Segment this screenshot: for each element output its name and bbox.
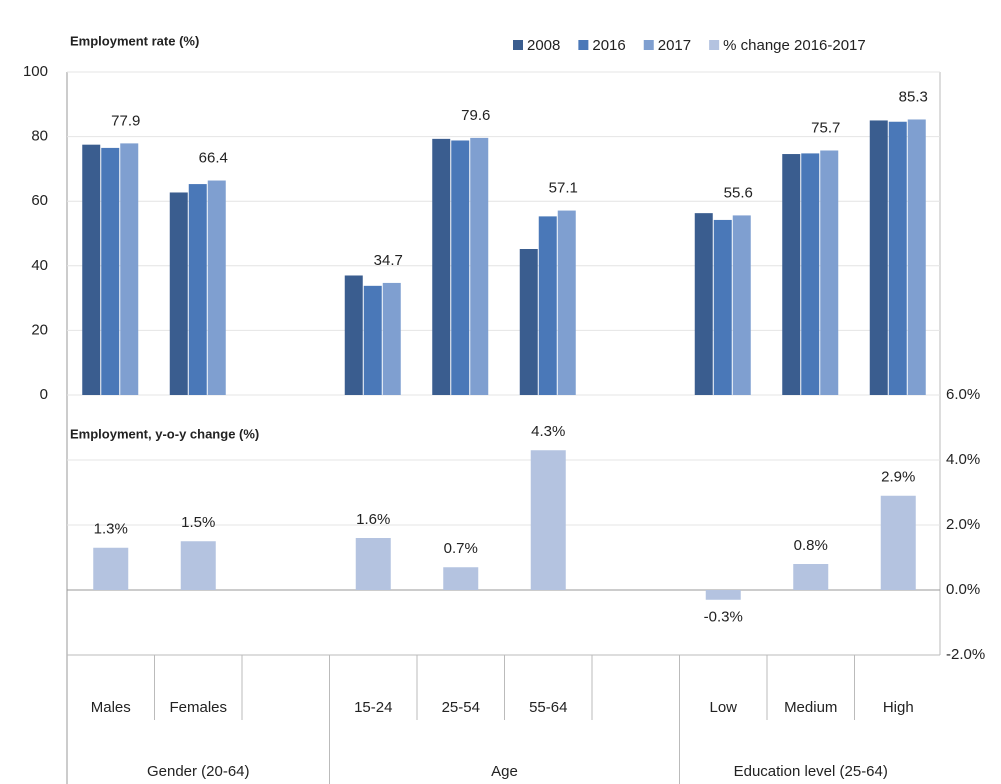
- data-label: 34.7: [374, 252, 403, 269]
- chart-title: Employment rate (%): [70, 33, 199, 48]
- data-label: 57.1: [549, 180, 578, 197]
- bar: [188, 184, 207, 395]
- y-tick-label: 20: [31, 321, 48, 338]
- y-tick-label: 0: [40, 386, 48, 403]
- y2-tick-label: 4.0%: [946, 451, 980, 468]
- bar: [557, 210, 576, 395]
- data-label: 1.3%: [94, 521, 128, 538]
- bar: [443, 567, 479, 590]
- data-label: 79.6: [461, 107, 490, 124]
- bar: [120, 143, 139, 395]
- y-tick-label: 80: [31, 128, 48, 145]
- bar: [451, 140, 470, 395]
- bar: [519, 249, 538, 395]
- bar: [470, 137, 489, 395]
- x-tick-label: 25-54: [442, 699, 480, 716]
- data-label: 1.6%: [356, 511, 390, 528]
- bar: [363, 285, 382, 395]
- legend-label: 2017: [658, 37, 691, 54]
- bar: [530, 450, 566, 590]
- y2-tick-label: -2.0%: [946, 646, 985, 663]
- x-tick-label: 15-24: [354, 699, 392, 716]
- bar: [355, 538, 391, 590]
- data-label: 77.9: [111, 112, 140, 129]
- bar: [732, 215, 751, 395]
- data-label: 66.4: [199, 149, 228, 166]
- data-label: -0.3%: [704, 609, 743, 626]
- data-label: 1.5%: [181, 514, 215, 531]
- bar: [82, 144, 101, 395]
- bar: [705, 590, 741, 600]
- x-tick-label: Low: [709, 699, 737, 716]
- bar: [169, 192, 188, 395]
- group-label: Age: [491, 763, 518, 780]
- bar: [432, 138, 451, 395]
- bar: [888, 121, 907, 395]
- data-label: 4.3%: [531, 423, 565, 440]
- legend-label: % change 2016-2017: [723, 37, 866, 54]
- bar: [180, 541, 216, 590]
- group-label: Gender (20-64): [147, 763, 250, 780]
- y-tick-label: 60: [31, 192, 48, 209]
- x-tick-label: 55-64: [529, 699, 567, 716]
- bar: [93, 547, 129, 590]
- bar: [101, 147, 120, 395]
- data-label: 2.9%: [881, 469, 915, 486]
- bar: [880, 495, 916, 590]
- data-label: 85.3: [899, 88, 928, 105]
- data-label: 55.6: [724, 184, 753, 201]
- y-tick-label: 100: [23, 63, 48, 80]
- x-tick-label: High: [883, 699, 914, 716]
- y-tick-label: 40: [31, 257, 48, 274]
- x-tick-label: Males: [91, 699, 131, 716]
- legend-swatch: [709, 40, 720, 50]
- data-label: 0.7%: [444, 540, 478, 557]
- bar: [782, 154, 801, 395]
- bar: [694, 213, 713, 395]
- group-label: Education level (25-64): [734, 763, 888, 780]
- chart-subtitle: Employment, y-o-y change (%): [70, 426, 259, 441]
- bar: [382, 282, 401, 395]
- y2-tick-label: 2.0%: [946, 516, 980, 533]
- bar: [207, 180, 226, 395]
- legend-swatch: [643, 40, 654, 50]
- data-label: 75.7: [811, 119, 840, 136]
- data-label: 0.8%: [794, 537, 828, 554]
- legend-label: 2016: [592, 37, 625, 54]
- y2-tick-label: 0.0%: [946, 581, 980, 598]
- bar: [713, 219, 732, 395]
- legend-label: 2008: [527, 37, 560, 54]
- y2-tick-label: 6.0%: [946, 386, 980, 403]
- x-tick-label: Medium: [784, 699, 837, 716]
- bar: [538, 216, 557, 395]
- bar: [907, 119, 926, 395]
- bar: [793, 564, 829, 590]
- x-tick-label: Females: [169, 699, 227, 716]
- bar: [344, 275, 363, 395]
- bar: [820, 150, 839, 395]
- legend-swatch: [513, 40, 523, 50]
- legend-swatch: [578, 40, 589, 50]
- bar: [801, 153, 820, 395]
- bar: [869, 120, 888, 395]
